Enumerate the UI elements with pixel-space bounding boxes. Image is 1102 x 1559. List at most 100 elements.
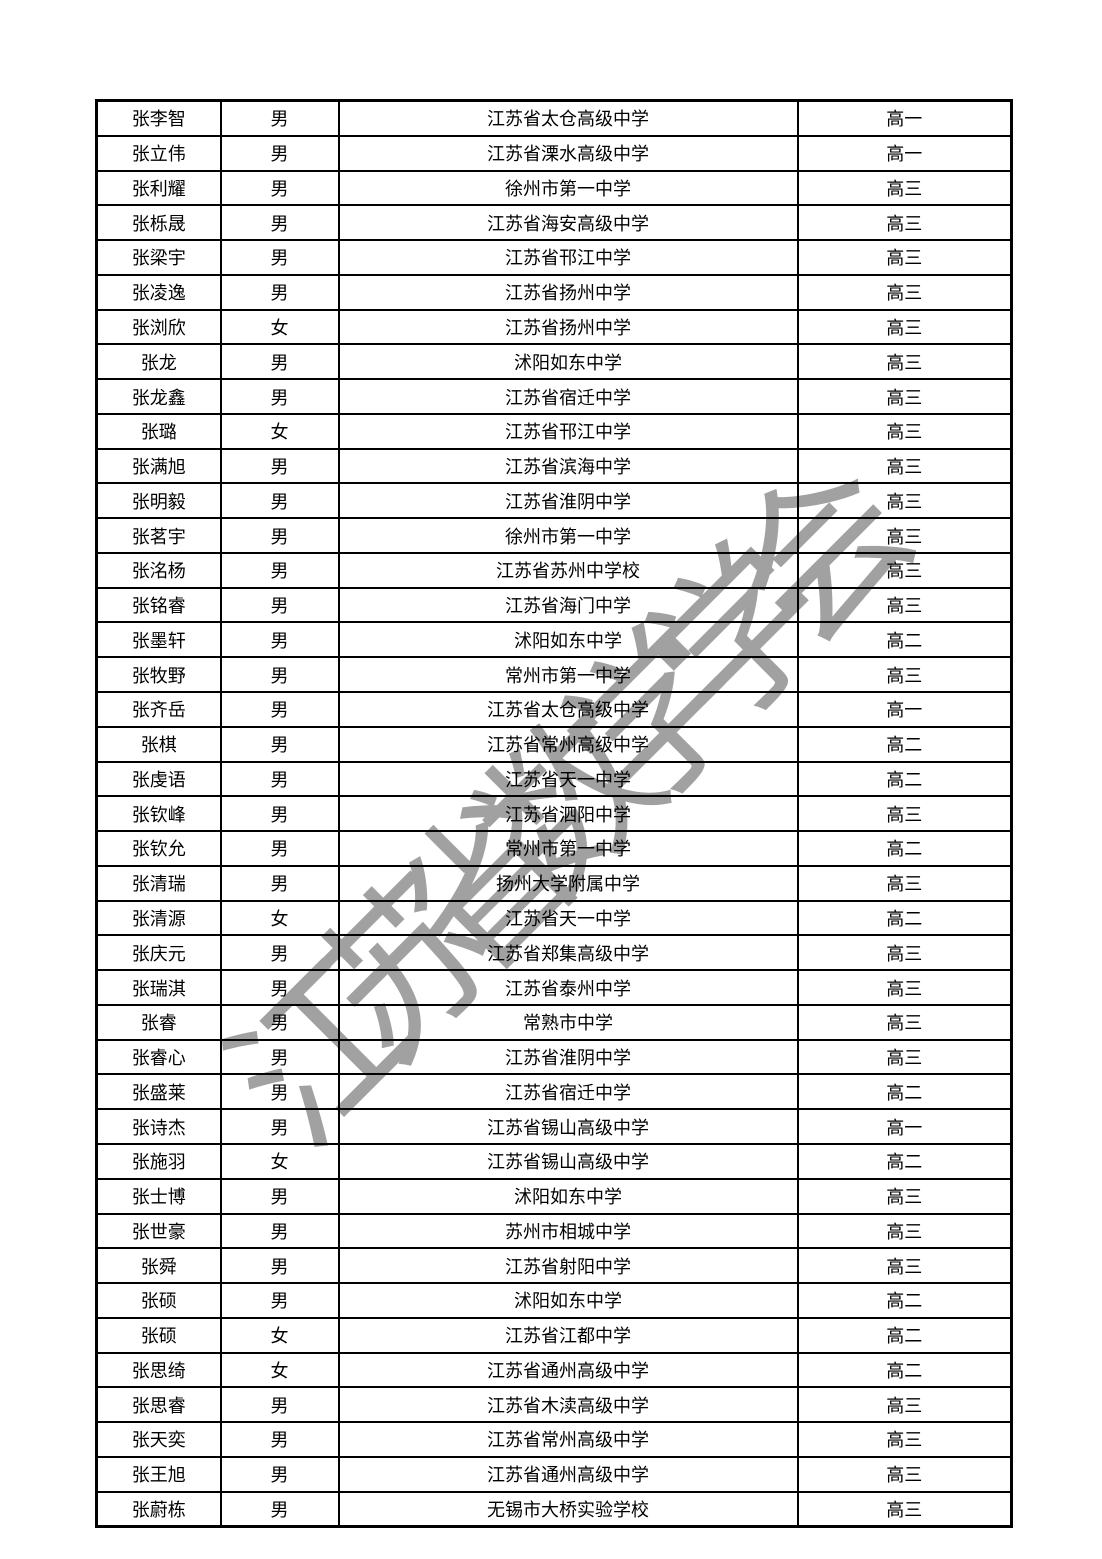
table-row: 张满旭 男 江苏省滨海中学 高三	[95, 447, 1013, 485]
student-school-cell: 江苏省天一中学	[337, 899, 799, 937]
student-name-cell: 张洺杨	[95, 551, 222, 589]
student-gender-cell: 男	[219, 1421, 340, 1458]
table-row: 张凌逸 男 江苏省扬州中学 高三	[95, 273, 1013, 311]
student-school-cell: 江苏省邗江中学	[337, 412, 799, 450]
student-gender-cell: 男	[219, 447, 340, 485]
student-grade-cell: 高三	[796, 204, 1013, 242]
student-grade-cell: 高三	[796, 969, 1013, 1006]
student-name-cell: 张虔语	[95, 760, 222, 798]
student-name-cell: 张清瑞	[95, 864, 222, 902]
student-grade-cell: 高三	[796, 551, 1013, 589]
student-gender-cell: 男	[219, 273, 340, 311]
student-name-cell: 张施羽	[95, 1142, 222, 1180]
student-grade-cell: 高三	[796, 1038, 1013, 1076]
student-grade-cell: 高三	[796, 656, 1013, 694]
table-row: 张龙鑫 男 江苏省宿迁中学 高三	[95, 378, 1013, 415]
student-school-cell: 江苏省滨海中学	[337, 447, 799, 485]
table-row: 张士博 男 沭阳如东中学 高三	[95, 1177, 1013, 1215]
student-grade-cell: 高三	[796, 482, 1013, 520]
student-name-cell: 张睿心	[95, 1038, 222, 1076]
student-grade-cell: 高二	[796, 725, 1013, 763]
table-row: 张硕 男 沭阳如东中学 高二	[95, 1282, 1013, 1319]
student-gender-cell: 男	[219, 1455, 340, 1493]
student-name-cell: 张李智	[95, 99, 222, 137]
table-row: 张钦允 男 常州市第一中学 高二	[95, 830, 1013, 867]
student-grade-cell: 高二	[796, 1316, 1013, 1354]
table-row: 张墨轩 男 沭阳如东中学 高二	[95, 621, 1013, 659]
student-school-cell: 沭阳如东中学	[337, 1177, 799, 1215]
student-gender-cell: 女	[219, 1316, 340, 1354]
student-name-cell: 张龙鑫	[95, 378, 222, 415]
student-school-cell: 江苏省淮阴中学	[337, 1038, 799, 1076]
student-school-cell: 江苏省邗江中学	[337, 239, 799, 276]
student-school-cell: 沭阳如东中学	[337, 343, 799, 381]
table-row: 张思睿 男 江苏省木渎高级中学 高三	[95, 1386, 1013, 1424]
student-school-cell: 常州市第一中学	[337, 656, 799, 694]
student-grade-cell: 高一	[796, 691, 1013, 728]
student-grade-cell: 高二	[796, 621, 1013, 659]
student-grade-cell: 高一	[796, 134, 1013, 172]
table-row: 张清源 女 江苏省天一中学 高二	[95, 899, 1013, 937]
student-name-cell: 张梁宇	[95, 239, 222, 276]
student-school-cell: 江苏省太仓高级中学	[337, 691, 799, 728]
table-row: 张施羽 女 江苏省锡山高级中学 高二	[95, 1142, 1013, 1180]
student-name-cell: 张王旭	[95, 1455, 222, 1493]
student-gender-cell: 男	[219, 169, 340, 207]
student-name-cell: 张舜	[95, 1247, 222, 1285]
student-grade-cell: 高三	[796, 1247, 1013, 1285]
student-gender-cell: 男	[219, 586, 340, 624]
student-name-cell: 张瑞淇	[95, 969, 222, 1006]
student-grade-cell: 高三	[796, 586, 1013, 624]
student-grade-cell: 高二	[796, 830, 1013, 867]
student-gender-cell: 女	[219, 1351, 340, 1389]
table-row: 张浏欣 女 江苏省扬州中学 高三	[95, 308, 1013, 346]
student-school-cell: 扬州大学附属中学	[337, 864, 799, 902]
table-row: 张天奕 男 江苏省常州高级中学 高三	[95, 1421, 1013, 1458]
student-school-cell: 徐州市第一中学	[337, 517, 799, 554]
student-school-cell: 江苏省溧水高级中学	[337, 134, 799, 172]
student-name-cell: 张牧野	[95, 656, 222, 694]
student-gender-cell: 男	[219, 204, 340, 242]
student-gender-cell: 男	[219, 378, 340, 415]
student-name-cell: 张凌逸	[95, 273, 222, 311]
student-grade-cell: 高一	[796, 1108, 1013, 1145]
student-name-cell: 张立伟	[95, 134, 222, 172]
student-gender-cell: 男	[219, 1212, 340, 1250]
student-school-cell: 江苏省泗阳中学	[337, 795, 799, 833]
student-gender-cell: 男	[219, 517, 340, 554]
student-gender-cell: 男	[219, 482, 340, 520]
student-gender-cell: 男	[219, 1282, 340, 1319]
student-grade-cell: 高二	[796, 1142, 1013, 1180]
student-grade-cell: 高三	[796, 1386, 1013, 1424]
student-grade-cell: 高三	[796, 1421, 1013, 1458]
student-name-cell: 张茗宇	[95, 517, 222, 554]
student-gender-cell: 男	[219, 795, 340, 833]
student-grade-cell: 高二	[796, 899, 1013, 937]
student-school-cell: 江苏省常州高级中学	[337, 725, 799, 763]
student-school-cell: 江苏省扬州中学	[337, 308, 799, 346]
student-roster-body: 张李智 男 江苏省太仓高级中学 高一 张立伟 男 江苏省溧水高级中学 高一 张利…	[95, 99, 1013, 1528]
student-grade-cell: 高三	[796, 1003, 1013, 1041]
table-row: 张世豪 男 苏州市相城中学 高三	[95, 1212, 1013, 1250]
student-school-cell: 江苏省射阳中学	[337, 1247, 799, 1285]
table-row: 张清瑞 男 扬州大学附属中学 高三	[95, 864, 1013, 902]
student-grade-cell: 高三	[796, 412, 1013, 450]
student-school-cell: 江苏省泰州中学	[337, 969, 799, 1006]
student-gender-cell: 男	[219, 725, 340, 763]
student-school-cell: 苏州市相城中学	[337, 1212, 799, 1250]
student-grade-cell: 高三	[796, 273, 1013, 311]
student-gender-cell: 男	[219, 343, 340, 381]
student-school-cell: 江苏省通州高级中学	[337, 1455, 799, 1493]
table-row: 张睿心 男 江苏省淮阴中学 高三	[95, 1038, 1013, 1076]
table-row: 张梁宇 男 江苏省邗江中学 高三	[95, 239, 1013, 276]
table-row: 张铭睿 男 江苏省海门中学 高三	[95, 586, 1013, 624]
student-name-cell: 张清源	[95, 899, 222, 937]
student-name-cell: 张诗杰	[95, 1108, 222, 1145]
student-name-cell: 张思绮	[95, 1351, 222, 1389]
student-grade-cell: 高二	[796, 760, 1013, 798]
student-name-cell: 张士博	[95, 1177, 222, 1215]
student-school-cell: 徐州市第一中学	[337, 169, 799, 207]
student-school-cell: 江苏省木渎高级中学	[337, 1386, 799, 1424]
student-school-cell: 江苏省常州高级中学	[337, 1421, 799, 1458]
